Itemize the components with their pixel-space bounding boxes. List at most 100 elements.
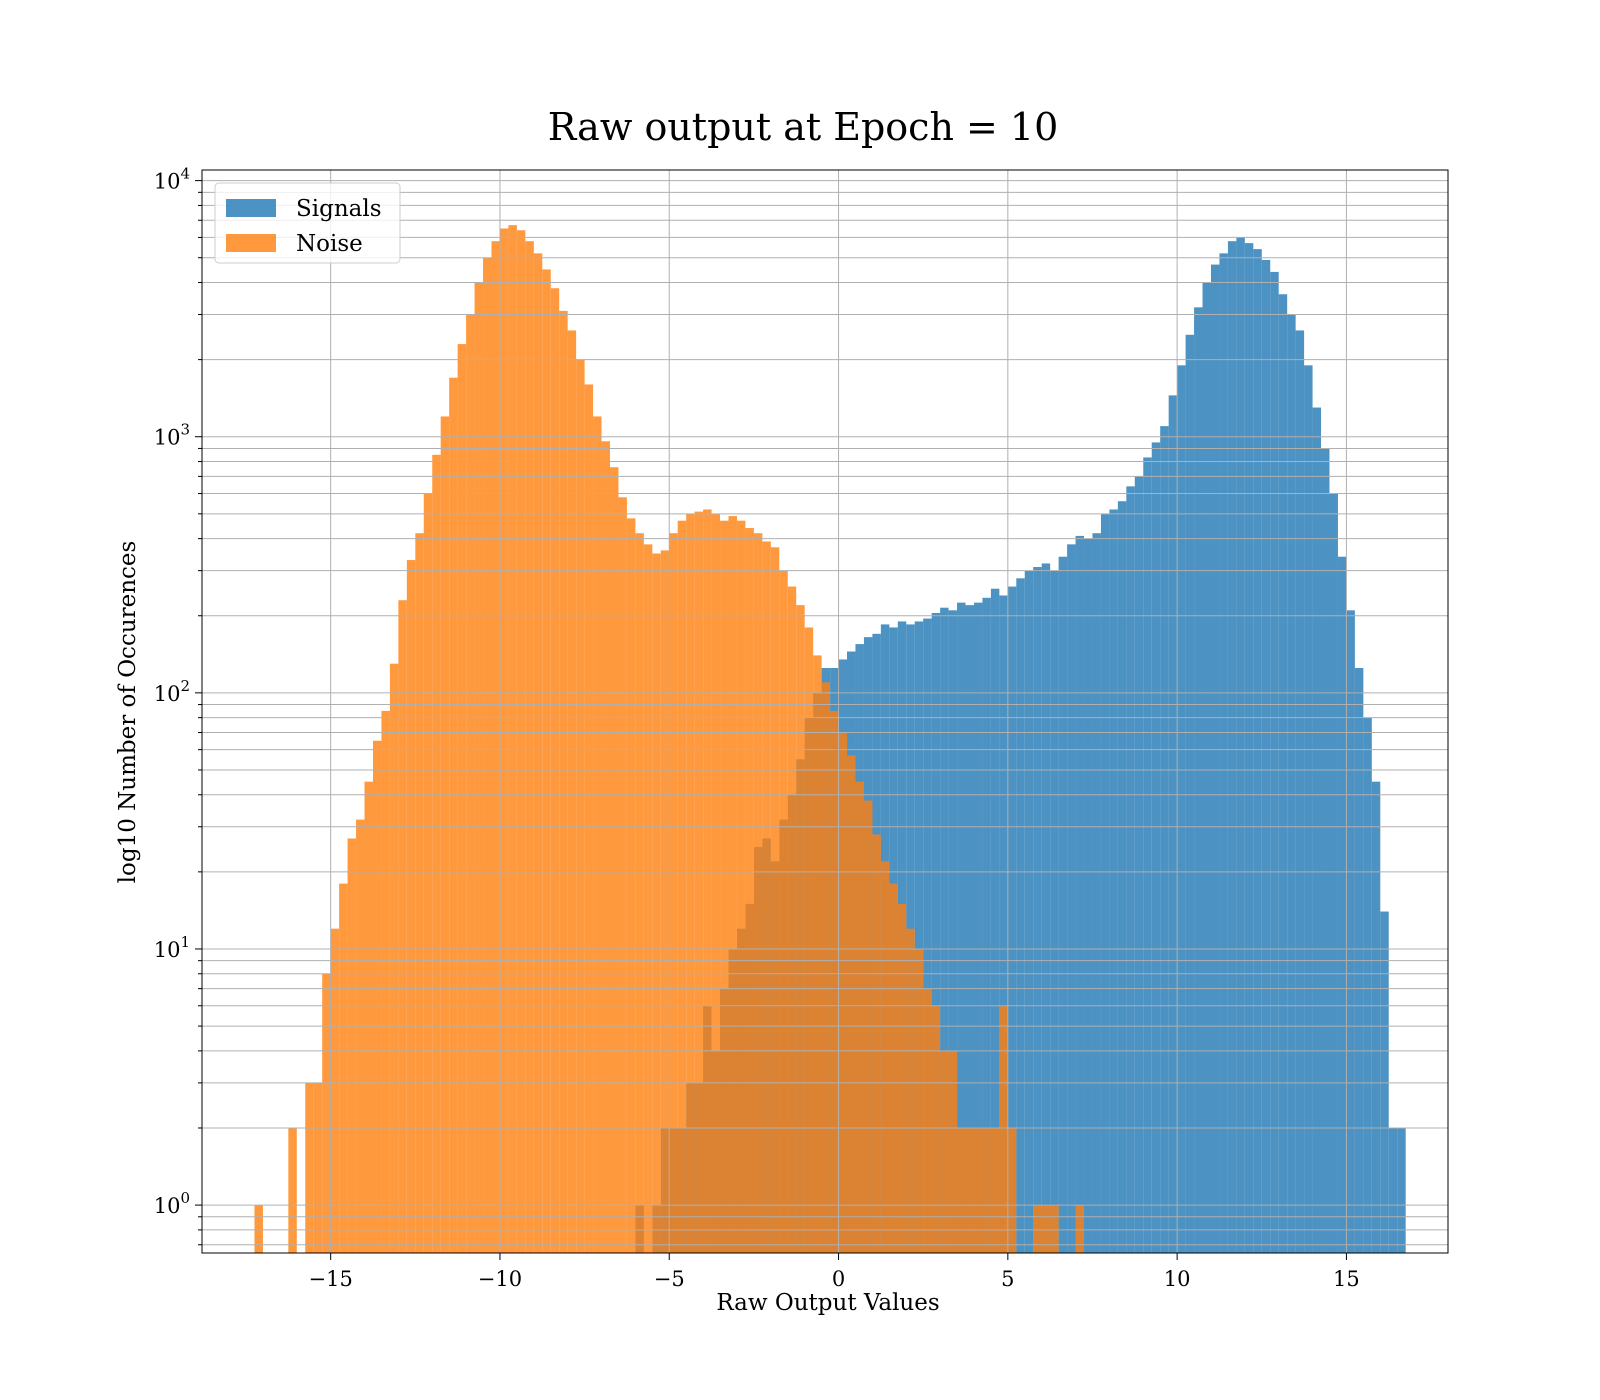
- histogram-bar: [736, 520, 746, 1253]
- histogram-bar: [1304, 365, 1313, 1253]
- histogram-bar: [660, 550, 670, 1253]
- histogram-bar: [339, 883, 348, 1253]
- histogram-bar: [1033, 566, 1042, 1253]
- histogram-bar: [999, 595, 1008, 1253]
- histogram-bar: [779, 570, 788, 1253]
- legend-swatch-noise: [226, 234, 276, 252]
- histogram-bar: [635, 533, 644, 1253]
- histogram-bar: [364, 781, 373, 1253]
- histogram-bar: [626, 518, 636, 1253]
- y-tick-exponent: 1: [180, 933, 190, 951]
- histogram-bar: [1227, 241, 1237, 1253]
- histogram-bar: [965, 1127, 974, 1253]
- histogram-bar: [1177, 365, 1186, 1253]
- x-axis-label: Raw Output Values: [716, 1290, 939, 1316]
- x-tick-label: −15: [308, 1267, 352, 1291]
- y-axis-label: log10 Number of Occurences: [115, 541, 141, 884]
- histogram-bar: [1050, 1205, 1059, 1253]
- histogram-bar: [525, 241, 534, 1253]
- histogram-bar: [1371, 781, 1381, 1253]
- histogram-bar: [1007, 586, 1017, 1253]
- histogram-bar: [982, 597, 991, 1253]
- histogram-bar: [398, 600, 407, 1253]
- x-tick-label: 0: [832, 1267, 845, 1291]
- histogram-bar: [1050, 570, 1059, 1253]
- histogram-bar: [1075, 535, 1085, 1253]
- histogram-bar: [1160, 426, 1169, 1253]
- histogram-bar: [1287, 314, 1296, 1253]
- y-tick-exponent: 0: [180, 1189, 190, 1207]
- histogram-bar: [973, 1127, 983, 1253]
- histogram-bar: [1041, 563, 1051, 1253]
- histogram-bar: [931, 1005, 941, 1253]
- histogram-bar: [1067, 544, 1076, 1253]
- histogram-bar: [1312, 407, 1322, 1253]
- histogram-bar: [1024, 570, 1034, 1253]
- histogram-bar: [1397, 1127, 1406, 1253]
- histogram-bar: [990, 1127, 1000, 1253]
- histogram-bar: [745, 528, 754, 1253]
- histogram-bar: [1194, 307, 1203, 1253]
- axes-frame: [201, 169, 1449, 1254]
- histogram-bar: [1337, 556, 1347, 1253]
- histogram-bar: [906, 928, 915, 1253]
- histogram-bar: [1244, 243, 1254, 1253]
- histogram-bar: [1126, 486, 1135, 1253]
- histogram-bar: [516, 230, 526, 1253]
- histogram-bar: [618, 497, 627, 1253]
- histogram-bar: [1346, 610, 1355, 1253]
- histogram-bar: [694, 511, 704, 1253]
- histogram-bar: [313, 1082, 323, 1253]
- histogram-bar: [1329, 493, 1338, 1253]
- histogram-bar: [1033, 1205, 1042, 1253]
- histogram-bar: [914, 948, 924, 1253]
- histogram-bar: [830, 710, 839, 1253]
- histogram-bar: [1388, 1127, 1398, 1253]
- y-tick-label: 101: [154, 933, 190, 962]
- histogram-bar: [406, 560, 416, 1253]
- histogram-bar: [643, 544, 653, 1253]
- histogram-bar: [1134, 476, 1144, 1253]
- histogram-bar: [372, 740, 382, 1253]
- legend: Signals Noise: [214, 182, 401, 264]
- y-tick-label: 104: [154, 165, 190, 194]
- histogram-bar: [957, 1127, 966, 1253]
- histogram-bar: [804, 627, 814, 1253]
- legend-swatch-signals: [226, 199, 276, 217]
- histogram-bar: [1270, 271, 1279, 1253]
- histogram-bar: [1075, 1205, 1085, 1253]
- histogram-bar: [508, 225, 517, 1253]
- histogram-bar: [1321, 448, 1330, 1253]
- histogram-bar: [1363, 717, 1372, 1253]
- x-tick-label: −5: [654, 1267, 685, 1291]
- y-tick-label: 100: [154, 1189, 190, 1218]
- histogram-bar: [415, 533, 424, 1253]
- y-tick-exponent: 3: [180, 421, 190, 439]
- histogram-bar: [449, 377, 458, 1253]
- histogram-bar: [796, 605, 805, 1253]
- histogram-bar: [1219, 253, 1228, 1253]
- histogram-bar: [610, 467, 619, 1253]
- histogram-bar: [1210, 264, 1220, 1253]
- histogram-bar: [1007, 1127, 1017, 1253]
- histogram-bar: [1109, 509, 1118, 1253]
- bars-group: [254, 225, 1406, 1253]
- y-tick-base: 10: [154, 1194, 181, 1218]
- y-tick-base: 10: [154, 682, 181, 706]
- histogram-bar: [1295, 330, 1305, 1253]
- histogram-bar: [923, 988, 932, 1253]
- histogram-bar: [999, 1005, 1008, 1253]
- histogram-bar: [440, 416, 450, 1253]
- y-tick-base: 10: [154, 426, 181, 450]
- histogram-bar: [948, 610, 958, 1253]
- histogram-bar: [1117, 501, 1127, 1253]
- histogram-bar: [567, 330, 577, 1253]
- histogram-bar: [813, 655, 822, 1253]
- histogram-bar: [720, 520, 729, 1253]
- histogram-bar: [787, 586, 797, 1253]
- histogram-bar: [1016, 578, 1025, 1253]
- histogram-bar: [542, 269, 551, 1253]
- histogram-bar: [1380, 911, 1389, 1253]
- histogram-bar: [466, 314, 475, 1253]
- histogram-bar: [770, 547, 780, 1253]
